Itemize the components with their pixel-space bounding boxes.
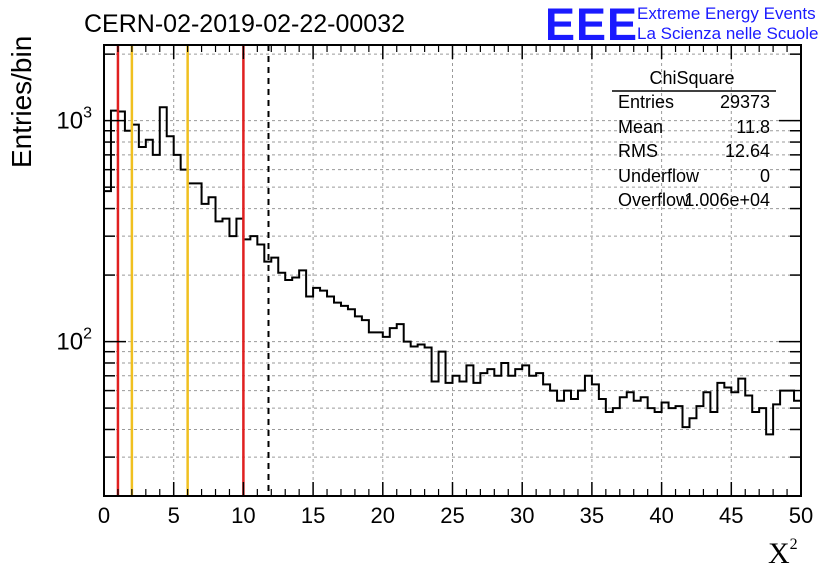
x-tick-label: 40 [649, 503, 673, 528]
stat-key: Underflow [618, 165, 700, 186]
stat-row-rms: RMS 12.64 [618, 141, 770, 163]
stat-row-overflow: Overflow 1.006e+04 [618, 190, 770, 212]
stat-value: 12.64 [724, 141, 770, 161]
x-tick-label: 25 [440, 503, 464, 528]
x-tick-label: 45 [719, 503, 743, 528]
x-tick-label: 15 [301, 503, 325, 528]
stat-key: Mean [618, 116, 664, 137]
y-axis-label: Entries/bin [6, 35, 37, 168]
logo-line1: Extreme Energy Events [637, 4, 816, 23]
tick-labels: 0 5 10 15 20 25 30 35 40 45 50 102 103 [56, 105, 813, 528]
stat-value: 1.006e+04 [684, 190, 770, 210]
marker-lines [116, 45, 270, 496]
y-tick-label: 103 [56, 105, 92, 135]
x-tick-label: 5 [168, 503, 180, 528]
stat-key: Entries [618, 92, 675, 112]
stat-key: RMS [618, 141, 658, 161]
stat-row-entries: Entries 29373 [618, 92, 770, 114]
histogram-series [103, 106, 801, 496]
eee-logo: EEE [545, 0, 639, 50]
x-tick-label: 50 [789, 503, 813, 528]
x-tick-label: 30 [510, 503, 534, 528]
stat-key: Overflow [618, 190, 690, 210]
stat-value: 29373 [719, 92, 770, 112]
chart-title: CERN-02-2019-02-22-00032 [84, 10, 406, 38]
y-tick-label: 102 [56, 326, 92, 356]
statbox-title: ChiSquare [649, 68, 735, 88]
stat-value: 11.8 [736, 116, 770, 137]
stat-row-mean: Mean 11.8 [618, 117, 770, 139]
x-tick-label: 0 [98, 503, 110, 528]
x-tick-label: 10 [231, 503, 255, 528]
axis-ticks [103, 45, 802, 497]
stat-row-underflow: Underflow 0 [618, 166, 770, 188]
stat-value: 0 [759, 165, 770, 186]
logo-line2: La Scienza nelle Scuole [637, 24, 819, 43]
x-tick-label: 35 [580, 503, 604, 528]
x-tick-label: 20 [371, 503, 395, 528]
x-axis-label: X2 [768, 536, 798, 570]
